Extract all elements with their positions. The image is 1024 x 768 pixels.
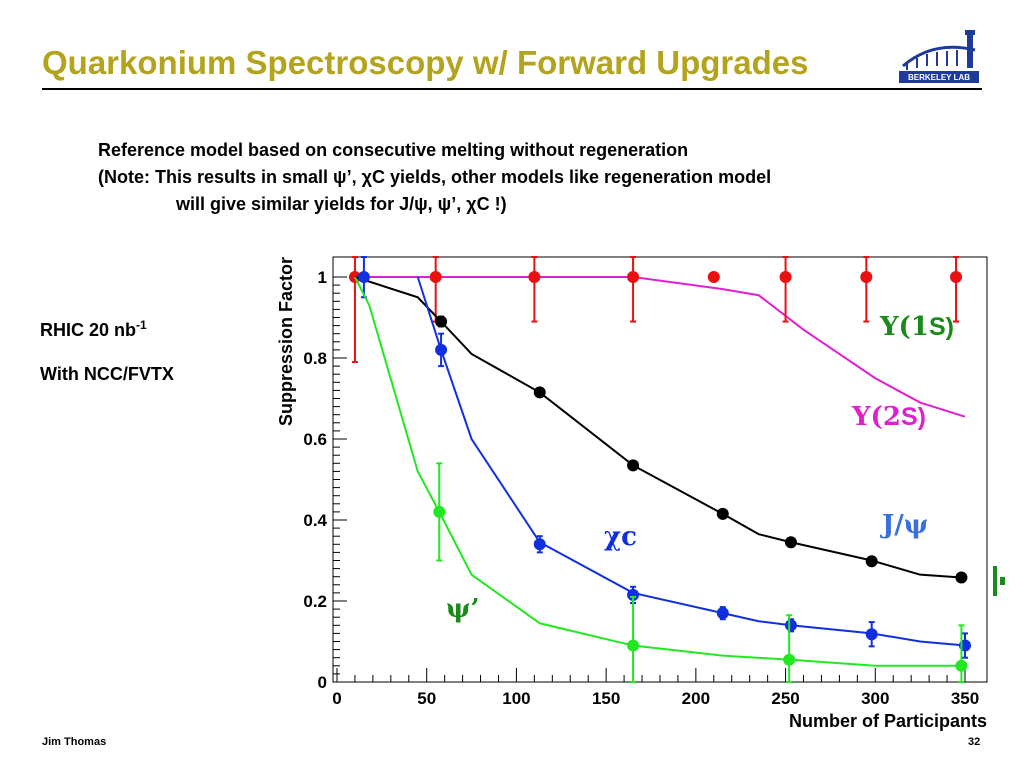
x-tick-label: 50 — [417, 689, 436, 708]
y-tick-label: 0.2 — [303, 592, 327, 611]
data-point-upsilon1s — [950, 271, 963, 283]
x-tick-label: 350 — [951, 689, 979, 708]
data-point-psiprime — [783, 653, 796, 666]
data-point-chic — [716, 607, 729, 620]
data-point-psiprime — [955, 659, 968, 672]
footer-page-number: 32 — [968, 736, 981, 748]
detector-note: With NCC/FVTX — [40, 364, 174, 384]
data-point-upsilon1s — [429, 271, 442, 283]
logo-text: BERKELEY LAB — [908, 73, 970, 82]
edge-marker-icon — [993, 566, 1005, 596]
data-point-upsilon1s — [779, 271, 792, 283]
data-point-chic — [865, 628, 878, 641]
y-tick-label: 0.6 — [303, 430, 327, 449]
data-point-upsilon1s — [707, 271, 720, 283]
label-upsilon-2s: Υ(2S) — [852, 402, 926, 432]
intro-line-1: Reference model based on consecutive mel… — [98, 140, 689, 160]
y-tick-label: 0.4 — [303, 511, 327, 530]
data-point-psiprime — [433, 505, 446, 518]
berkeley-lab-logo: BERKELEY LAB — [899, 30, 979, 83]
data-point-chic — [435, 343, 448, 356]
label-psi-prime: ψ’ — [446, 594, 480, 624]
y-axis-title: Suppression Factor — [276, 257, 296, 426]
data-point-chic — [784, 619, 797, 632]
rhic-luminosity: RHIC 20 nb-1 — [40, 318, 147, 340]
label-chic: χc — [604, 522, 637, 552]
intro-text: Reference model based on consecutive mel… — [98, 137, 771, 218]
intro-line-2: (Note: This results in small ψ’, χC yiel… — [98, 167, 772, 187]
data-point-chic — [357, 271, 370, 283]
x-tick-label: 100 — [502, 689, 530, 708]
y-tick-label: 1 — [318, 268, 327, 287]
data-point-jpsi — [533, 386, 546, 399]
footer-author: Jim Thomas — [42, 736, 107, 748]
data-point-upsilon1s — [860, 271, 873, 283]
data-point-jpsi — [784, 536, 797, 549]
data-point-psiprime — [627, 639, 640, 652]
x-axis-title: Number of Participants — [789, 711, 987, 731]
y-tick-label: 0 — [318, 673, 327, 692]
series-line-psiprime — [354, 276, 965, 667]
label-jpsi: J/ψ — [882, 510, 929, 540]
x-tick-label: 0 — [332, 689, 341, 708]
label-upsilon-1s: Υ(1S) — [880, 312, 954, 342]
slide-title: Quarkonium Spectroscopy w/ Forward Upgra… — [42, 44, 809, 81]
data-point-upsilon1s — [528, 271, 541, 283]
y-tick-label: 0.8 — [303, 349, 327, 368]
data-point-jpsi — [627, 459, 640, 472]
data-point-chic — [533, 538, 546, 551]
x-tick-label: 150 — [592, 689, 620, 708]
intro-line-3: will give similar yields for J/ψ, ψ’, χC… — [176, 194, 507, 214]
title-divider — [42, 88, 982, 90]
data-point-jpsi — [716, 507, 729, 520]
x-tick-label: 300 — [861, 689, 889, 708]
data-point-jpsi — [955, 571, 968, 584]
x-tick-label: 250 — [771, 689, 799, 708]
data-point-upsilon1s — [627, 271, 640, 283]
series-line-upsilon2s — [354, 276, 966, 418]
data-point-jpsi — [865, 555, 878, 568]
data-point-jpsi — [435, 315, 448, 328]
x-tick-label: 200 — [682, 689, 710, 708]
